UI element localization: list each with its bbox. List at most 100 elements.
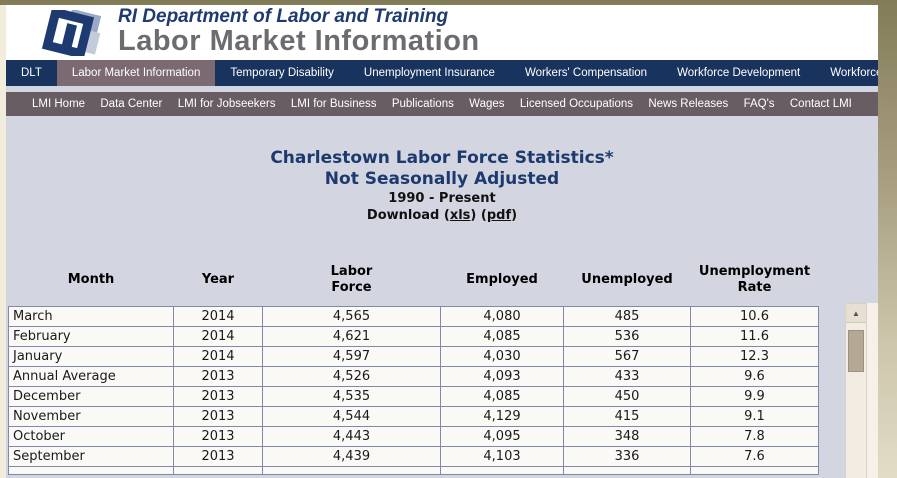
column-header-year: Year xyxy=(201,272,235,287)
cell-month: October xyxy=(8,426,174,447)
primary-nav-item-workers-compensation[interactable]: Workers' Compensation xyxy=(524,67,648,79)
cell-employed: 4,085 xyxy=(440,326,564,347)
column-header-month: Month xyxy=(67,272,115,287)
cell-employed: 4,085 xyxy=(440,386,564,407)
cell-unemployment-rate: 11.6 xyxy=(690,326,819,347)
table-row: December 2013 4,535 4,085 450 9.9 xyxy=(8,386,819,407)
cell-labor-force: 4,597 xyxy=(262,346,441,367)
cell-month: March xyxy=(8,306,174,327)
cell-labor-force: 4,544 xyxy=(262,406,441,427)
cell-employed: 4,129 xyxy=(440,406,564,427)
table-row-partial xyxy=(8,466,819,475)
table-row: September 2013 4,439 4,103 336 7.6 xyxy=(8,446,819,467)
scroll-up-button[interactable]: ▲ xyxy=(846,304,866,323)
download-pdf-link[interactable]: pdf xyxy=(486,208,512,223)
cell-year: 2014 xyxy=(173,306,263,327)
date-range: 1990 - Present xyxy=(388,191,496,206)
site-title-line2: Labor Market Information xyxy=(118,25,480,57)
site-header: RI Department of Labor and Training Labo… xyxy=(6,5,878,60)
page-container: RI Department of Labor and Training Labo… xyxy=(6,5,878,478)
cell-unemployment-rate: 12.3 xyxy=(690,346,819,367)
cell-employed: 4,093 xyxy=(440,366,564,387)
secondary-nav-item-licensed-occupations[interactable]: Licensed Occupations xyxy=(519,98,634,110)
cell-unemployment-rate: 9.6 xyxy=(690,366,819,387)
cell-empty xyxy=(563,466,691,475)
cell-month: December xyxy=(8,386,174,407)
cell-month: September xyxy=(8,446,174,467)
download-suffix: ) xyxy=(511,208,518,223)
table-scrollbar[interactable]: ▲ xyxy=(845,303,867,478)
cell-labor-force: 4,443 xyxy=(262,426,441,447)
secondary-nav-item-lmi-home[interactable]: LMI Home xyxy=(32,98,86,110)
scrollbar-thumb[interactable] xyxy=(848,330,864,372)
cell-employed: 4,103 xyxy=(440,446,564,467)
cell-unemployment-rate: 9.1 xyxy=(690,406,819,427)
table-row: March 2014 4,565 4,080 485 10.6 xyxy=(8,306,819,327)
secondary-nav: LMI Home Data Center LMI for Jobseekers LMI… xyxy=(6,92,878,116)
secondary-nav-item-contact-lmi[interactable]: Contact LMI xyxy=(789,98,852,110)
primary-nav-item-workforce-development[interactable]: Workforce Development xyxy=(677,67,801,79)
cell-year: 2014 xyxy=(173,326,263,347)
cell-year: 2013 xyxy=(173,446,263,467)
cell-employed: 4,095 xyxy=(440,426,564,447)
cell-month: February xyxy=(8,326,174,347)
secondary-nav-item-lmi-for-jobseekers[interactable]: LMI for Jobseekers xyxy=(177,98,276,110)
cell-labor-force: 4,526 xyxy=(262,366,441,387)
table-row: Annual Average 2013 4,526 4,093 433 9.6 xyxy=(8,366,819,387)
table-row: February 2014 4,621 4,085 536 11.6 xyxy=(8,326,819,347)
cell-labor-force: 4,565 xyxy=(262,306,441,327)
download-separator: ) ( xyxy=(470,208,487,223)
cell-month: Annual Average xyxy=(8,366,174,387)
left-edge-strip xyxy=(0,5,6,478)
cell-unemployed: 450 xyxy=(563,386,691,407)
cell-unemployment-rate: 9.9 xyxy=(690,386,819,407)
table-header-row: Month Year Labor Force Employed Unemployed Un… xyxy=(9,254,819,307)
secondary-nav-item-data-center[interactable]: Data Center xyxy=(100,98,163,110)
primary-nav-item-unemployment-insurance[interactable]: Unemployment Insurance xyxy=(363,67,495,79)
secondary-nav-item-news-releases[interactable]: News Releases xyxy=(648,98,729,110)
main-content: Charlestown Labor Force Statistics* Not … xyxy=(6,116,878,475)
cell-unemployed: 567 xyxy=(563,346,691,367)
cell-unemployed: 485 xyxy=(563,306,691,327)
up-arrow-icon: ▲ xyxy=(852,308,860,318)
column-header-unemployed: Unemployed xyxy=(581,272,673,287)
cell-unemployed: 336 xyxy=(563,446,691,467)
cell-labor-force: 4,621 xyxy=(262,326,441,347)
cell-year: 2014 xyxy=(173,346,263,367)
secondary-nav-item-faq-s[interactable]: FAQ's xyxy=(743,98,775,110)
primary-nav-item-workforce-regulation-and-safety[interactable]: Workforce Regulation and Safety xyxy=(830,67,878,79)
cell-labor-force: 4,439 xyxy=(262,446,441,467)
table-row: November 2013 4,544 4,129 415 9.1 xyxy=(8,406,819,427)
labor-force-table: Month Year Labor Force Employed Unemployed Un… xyxy=(8,254,819,475)
site-title-line1: RI Department of Labor and Training xyxy=(118,6,449,27)
column-header-unemployment-rate: Unemployment Rate xyxy=(698,264,811,295)
dlt-logo-icon xyxy=(41,6,102,60)
cell-month: January xyxy=(8,346,174,367)
cell-year: 2013 xyxy=(173,406,263,427)
column-header-employed: Employed xyxy=(466,272,538,287)
dlt-logo[interactable] xyxy=(40,6,112,60)
cell-unemployed: 433 xyxy=(563,366,691,387)
cell-year: 2013 xyxy=(173,426,263,447)
cell-empty xyxy=(690,466,819,475)
download-label: Download ( xyxy=(366,208,450,223)
table-row: January 2014 4,597 4,030 567 12.3 xyxy=(8,346,819,367)
cell-employed: 4,080 xyxy=(440,306,564,327)
secondary-nav-item-wages[interactable]: Wages xyxy=(469,98,505,110)
primary-nav-item-temporary-disability[interactable]: Temporary Disability xyxy=(230,67,334,79)
cell-employed: 4,030 xyxy=(440,346,564,367)
site-title-block: RI Department of Labor and Training Labo… xyxy=(118,6,480,56)
column-header-labor-force: Labor Force xyxy=(330,264,373,295)
page-title: Charlestown Labor Force Statistics* xyxy=(270,148,614,168)
download-xls-link[interactable]: xls xyxy=(449,208,471,223)
cell-unemployed: 415 xyxy=(563,406,691,427)
cell-unemployed: 348 xyxy=(563,426,691,447)
primary-nav-item-dlt[interactable]: DLT xyxy=(21,67,42,79)
cell-empty xyxy=(8,466,174,475)
secondary-nav-item-publications[interactable]: Publications xyxy=(391,98,454,110)
cell-unemployment-rate: 7.8 xyxy=(690,426,819,447)
cell-unemployed: 536 xyxy=(563,326,691,347)
primary-nav-item-labor-market-information[interactable]: Labor Market Information xyxy=(56,60,216,86)
page-subtitle: Not Seasonally Adjusted xyxy=(324,169,560,189)
secondary-nav-item-lmi-for-business[interactable]: LMI for Business xyxy=(290,98,377,110)
